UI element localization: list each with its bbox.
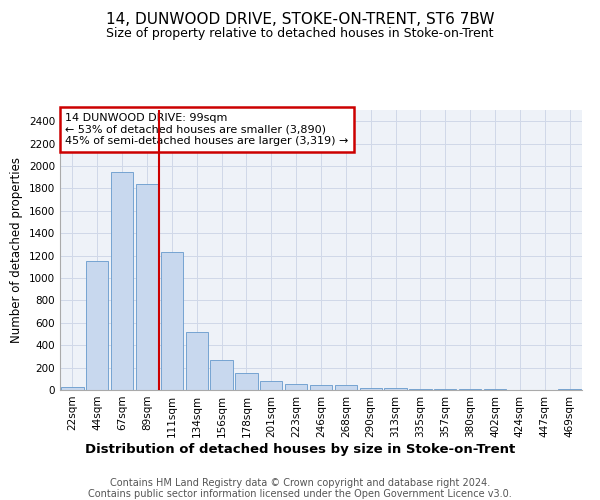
Bar bbox=[359, 388, 382, 390]
Text: Contains public sector information licensed under the Open Government Licence v3: Contains public sector information licen… bbox=[88, 489, 512, 499]
Bar bbox=[434, 389, 457, 390]
Bar bbox=[111, 172, 133, 390]
Text: 14, DUNWOOD DRIVE, STOKE-ON-TRENT, ST6 7BW: 14, DUNWOOD DRIVE, STOKE-ON-TRENT, ST6 7… bbox=[106, 12, 494, 28]
Bar bbox=[211, 360, 233, 390]
Bar bbox=[484, 388, 506, 390]
Y-axis label: Number of detached properties: Number of detached properties bbox=[10, 157, 23, 343]
Bar bbox=[310, 385, 332, 390]
Bar bbox=[285, 384, 307, 390]
Bar bbox=[61, 386, 83, 390]
Text: Size of property relative to detached houses in Stoke-on-Trent: Size of property relative to detached ho… bbox=[106, 28, 494, 40]
Bar bbox=[260, 381, 283, 390]
Bar bbox=[161, 252, 183, 390]
Bar bbox=[86, 260, 109, 390]
Bar bbox=[385, 388, 407, 390]
Bar bbox=[185, 332, 208, 390]
Text: 14 DUNWOOD DRIVE: 99sqm
← 53% of detached houses are smaller (3,890)
45% of semi: 14 DUNWOOD DRIVE: 99sqm ← 53% of detache… bbox=[65, 113, 349, 146]
Bar bbox=[559, 388, 581, 390]
Bar bbox=[136, 184, 158, 390]
Bar bbox=[335, 386, 357, 390]
Text: Contains HM Land Registry data © Crown copyright and database right 2024.: Contains HM Land Registry data © Crown c… bbox=[110, 478, 490, 488]
Bar bbox=[235, 374, 257, 390]
Text: Distribution of detached houses by size in Stoke-on-Trent: Distribution of detached houses by size … bbox=[85, 442, 515, 456]
Bar bbox=[409, 389, 431, 390]
